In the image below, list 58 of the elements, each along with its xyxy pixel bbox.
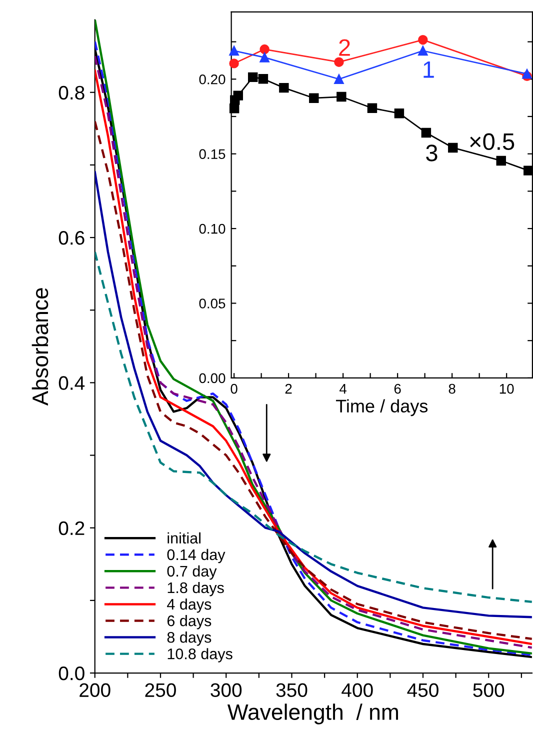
x-tick-label: 4 xyxy=(340,384,347,394)
point xyxy=(334,74,344,84)
x-tick-label: 450 xyxy=(407,683,438,698)
point xyxy=(448,142,458,153)
y-tick-label: 0.8 xyxy=(58,86,84,100)
point xyxy=(229,58,239,68)
point xyxy=(260,52,270,62)
x-tick-label: 6 xyxy=(394,384,401,394)
point xyxy=(524,166,533,176)
y-tick-label: 0.15 xyxy=(199,149,226,160)
point xyxy=(279,82,289,93)
point xyxy=(229,46,239,56)
point xyxy=(260,44,270,54)
point xyxy=(248,72,258,82)
legend-label: 4 days xyxy=(167,598,212,613)
x-tick-label: 2 xyxy=(285,384,292,394)
x-tick-label: 500 xyxy=(473,683,504,698)
point xyxy=(418,46,428,56)
series-label: 3 xyxy=(426,144,438,162)
point xyxy=(334,57,344,67)
x-tick-label: 350 xyxy=(276,683,308,698)
y-tick-label: 0.2 xyxy=(58,521,84,536)
point xyxy=(309,93,319,103)
point xyxy=(233,90,243,100)
point xyxy=(418,34,428,45)
legend-label: 8 days xyxy=(167,632,212,646)
point xyxy=(496,156,506,166)
point xyxy=(421,128,432,138)
point xyxy=(258,74,268,84)
annotation: ×0.5 xyxy=(470,133,514,150)
x-tick-label: 250 xyxy=(145,683,176,698)
y-tick-label: 0.6 xyxy=(58,231,84,245)
y-tick-label: 0.4 xyxy=(58,376,85,390)
y-tick-label: 0.0 xyxy=(58,666,84,680)
legend-label: 10.8 days xyxy=(168,648,232,662)
x-tick-label: 10 xyxy=(500,384,514,394)
point xyxy=(336,92,346,102)
x-tick-label: 200 xyxy=(80,683,110,698)
x-axis-title: Time / days xyxy=(336,399,428,416)
y-tick-label: 0.10 xyxy=(199,224,226,234)
y-tick-label: 0.20 xyxy=(199,74,226,84)
legend-label: 6 days xyxy=(167,615,212,630)
legend-label: initial xyxy=(168,532,200,544)
x-tick-label: 400 xyxy=(342,683,373,698)
series-label: 1 xyxy=(424,61,434,78)
x-tick-label: 8 xyxy=(448,384,456,394)
y-axis-title: Absorbance xyxy=(32,288,48,406)
legend-label: 0.14 day xyxy=(167,548,226,564)
x-axis-title: Wavelength / nm xyxy=(227,704,398,724)
y-tick-label: 0.00 xyxy=(199,373,226,384)
x-tick-label: 300 xyxy=(210,683,242,698)
point xyxy=(394,108,404,118)
point xyxy=(367,103,378,113)
y-tick-label: 0.05 xyxy=(199,298,226,308)
series-label: 2 xyxy=(339,39,350,56)
x-tick-label: 0 xyxy=(230,384,238,394)
legend-label: 1.8 days xyxy=(168,582,224,596)
legend-label: 0.7 day xyxy=(167,565,217,580)
